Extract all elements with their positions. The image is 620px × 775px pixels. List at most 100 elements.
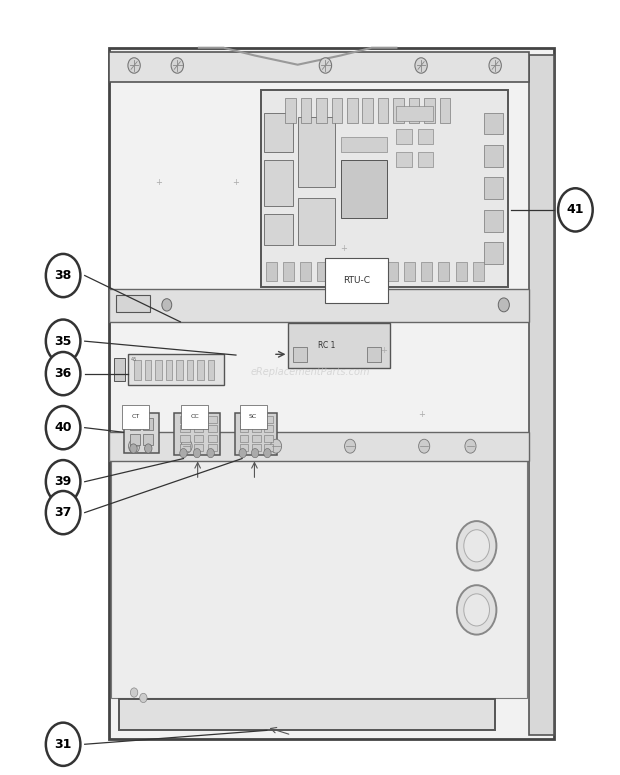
Bar [264, 160, 293, 206]
Text: 40: 40 [55, 421, 72, 434]
Bar [194, 425, 203, 432]
Bar [396, 152, 412, 167]
Circle shape [415, 58, 427, 73]
Circle shape [140, 694, 147, 703]
Bar [529, 56, 554, 735]
Circle shape [457, 521, 497, 570]
Bar [363, 98, 373, 122]
Bar [264, 416, 273, 423]
Text: +: + [232, 178, 239, 188]
Circle shape [345, 439, 356, 453]
Bar [208, 360, 215, 380]
Bar [252, 416, 260, 423]
Bar [283, 263, 294, 281]
Bar [194, 444, 203, 451]
Text: SC: SC [249, 415, 257, 419]
Bar [265, 263, 277, 281]
Text: 41: 41 [567, 203, 584, 216]
Bar [438, 263, 450, 281]
Bar [134, 360, 141, 380]
Bar [194, 435, 203, 442]
Bar [130, 434, 140, 446]
Circle shape [46, 491, 81, 534]
Bar [396, 129, 412, 144]
Bar [484, 243, 503, 264]
Circle shape [162, 298, 172, 311]
Bar [293, 346, 307, 362]
Bar [208, 444, 217, 451]
Bar [424, 98, 435, 122]
Text: +: + [418, 410, 425, 419]
Text: eReplacementParts.com: eReplacementParts.com [250, 367, 370, 377]
Bar [418, 152, 433, 167]
Bar [174, 413, 220, 456]
Bar [264, 435, 273, 442]
Circle shape [457, 585, 497, 635]
Bar [332, 98, 342, 122]
Bar [235, 413, 277, 456]
Bar [484, 112, 503, 134]
Bar [194, 416, 203, 423]
Circle shape [418, 439, 430, 453]
Circle shape [46, 406, 81, 450]
Circle shape [270, 439, 281, 453]
Bar [301, 98, 311, 122]
Bar [155, 360, 162, 380]
Bar [118, 700, 495, 730]
Bar [123, 413, 159, 453]
Circle shape [128, 58, 140, 73]
Bar [240, 435, 248, 442]
Text: +: + [340, 244, 347, 253]
Circle shape [128, 439, 140, 453]
Bar [285, 98, 296, 122]
Text: +: + [381, 346, 388, 355]
Circle shape [465, 439, 476, 453]
Bar [187, 360, 193, 380]
Bar [264, 113, 293, 152]
Circle shape [239, 449, 246, 458]
Bar [298, 117, 335, 187]
Circle shape [171, 58, 184, 73]
Bar [180, 416, 190, 423]
Bar [370, 263, 380, 281]
Circle shape [264, 449, 271, 458]
Bar [115, 294, 149, 312]
Circle shape [207, 449, 215, 458]
Circle shape [46, 722, 81, 766]
Bar [130, 418, 140, 430]
Text: 38: 38 [55, 269, 72, 282]
Bar [352, 263, 363, 281]
Bar [208, 435, 217, 442]
Text: 36: 36 [55, 367, 72, 380]
Bar [208, 425, 217, 432]
Text: RC 1: RC 1 [318, 340, 335, 350]
Bar [288, 323, 390, 368]
Bar [144, 360, 151, 380]
Bar [341, 136, 387, 152]
Bar [111, 460, 527, 698]
Bar [393, 98, 404, 122]
Circle shape [46, 319, 81, 363]
Bar [484, 177, 503, 199]
Bar [109, 52, 529, 82]
Bar [484, 210, 503, 232]
Bar [180, 425, 190, 432]
Bar [260, 90, 508, 287]
Circle shape [130, 444, 137, 453]
Bar [240, 425, 248, 432]
Circle shape [130, 688, 138, 698]
Bar [197, 360, 204, 380]
Bar [109, 48, 554, 739]
Bar [368, 346, 381, 362]
Circle shape [193, 449, 201, 458]
Bar [264, 425, 273, 432]
Text: 35: 35 [55, 335, 72, 348]
Text: CC: CC [190, 415, 199, 419]
Text: +: + [156, 178, 162, 188]
Bar [114, 358, 125, 381]
Bar [252, 435, 260, 442]
Bar [143, 418, 153, 430]
Bar [473, 263, 484, 281]
Bar [341, 160, 387, 218]
Bar [456, 263, 467, 281]
